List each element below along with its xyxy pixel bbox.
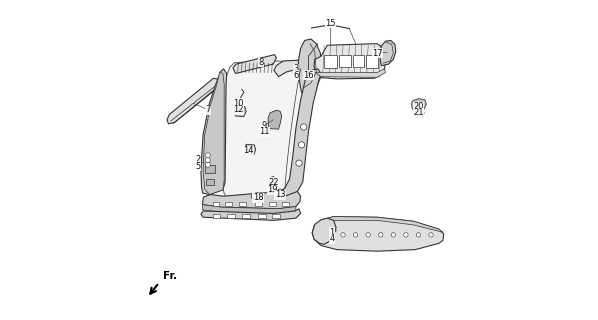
Text: 14: 14: [243, 146, 254, 155]
Bar: [258, 214, 266, 218]
Polygon shape: [270, 187, 275, 191]
Bar: [206, 179, 214, 185]
Circle shape: [298, 142, 304, 148]
Polygon shape: [414, 110, 424, 117]
Polygon shape: [315, 69, 386, 77]
Circle shape: [341, 233, 345, 237]
Text: 5: 5: [195, 162, 200, 171]
Polygon shape: [314, 217, 443, 232]
Polygon shape: [201, 209, 301, 220]
Bar: [365, 55, 377, 68]
Polygon shape: [270, 176, 276, 183]
Circle shape: [404, 233, 408, 237]
Text: 1: 1: [329, 228, 335, 237]
Bar: [255, 202, 262, 206]
Text: 22: 22: [269, 178, 279, 187]
Text: 8: 8: [258, 58, 264, 67]
Polygon shape: [233, 55, 276, 74]
Polygon shape: [312, 217, 444, 251]
Circle shape: [205, 157, 210, 163]
Polygon shape: [245, 144, 255, 154]
Text: 2: 2: [195, 156, 200, 164]
Polygon shape: [203, 72, 224, 195]
Text: 17: 17: [373, 49, 383, 58]
Circle shape: [416, 233, 420, 237]
Bar: [324, 55, 337, 68]
Bar: [227, 214, 234, 218]
Text: 20: 20: [413, 102, 424, 111]
Text: 4: 4: [329, 234, 335, 243]
Circle shape: [205, 153, 210, 158]
Polygon shape: [222, 61, 322, 207]
Bar: [242, 214, 250, 218]
Bar: [239, 202, 246, 206]
Text: 7: 7: [205, 105, 210, 114]
Polygon shape: [312, 218, 336, 244]
Text: 13: 13: [275, 190, 285, 199]
Polygon shape: [251, 193, 261, 200]
Polygon shape: [380, 41, 396, 66]
Bar: [269, 202, 276, 206]
Circle shape: [366, 233, 370, 237]
Polygon shape: [234, 105, 246, 116]
Polygon shape: [274, 60, 319, 77]
Polygon shape: [298, 39, 322, 92]
Polygon shape: [411, 99, 426, 110]
Bar: [339, 55, 351, 67]
Polygon shape: [268, 110, 282, 129]
Text: 10: 10: [233, 99, 244, 108]
Text: 9: 9: [262, 121, 267, 130]
Polygon shape: [314, 44, 386, 79]
Bar: [282, 202, 289, 206]
Bar: [225, 202, 232, 206]
Text: 16: 16: [303, 71, 314, 80]
Text: 12: 12: [233, 105, 244, 114]
Circle shape: [353, 233, 358, 237]
Text: Fr.: Fr.: [163, 271, 177, 282]
Text: 18: 18: [253, 193, 264, 202]
Polygon shape: [277, 69, 321, 196]
Text: 6: 6: [293, 71, 298, 80]
Text: 15: 15: [325, 19, 335, 28]
Circle shape: [301, 124, 307, 130]
Polygon shape: [203, 191, 301, 209]
Bar: [272, 214, 280, 218]
Text: 11: 11: [259, 127, 270, 136]
Circle shape: [391, 233, 395, 237]
Polygon shape: [276, 189, 283, 196]
Polygon shape: [167, 78, 221, 124]
Polygon shape: [201, 69, 227, 195]
Text: 3: 3: [293, 64, 298, 73]
Text: 19: 19: [267, 185, 277, 194]
Bar: [205, 165, 215, 173]
Bar: [353, 55, 364, 67]
Circle shape: [296, 160, 302, 166]
Text: 21: 21: [413, 108, 424, 117]
Bar: [212, 214, 221, 218]
Circle shape: [429, 233, 434, 237]
Bar: [212, 202, 219, 206]
Polygon shape: [202, 205, 296, 214]
Circle shape: [205, 162, 210, 167]
Circle shape: [379, 233, 383, 237]
